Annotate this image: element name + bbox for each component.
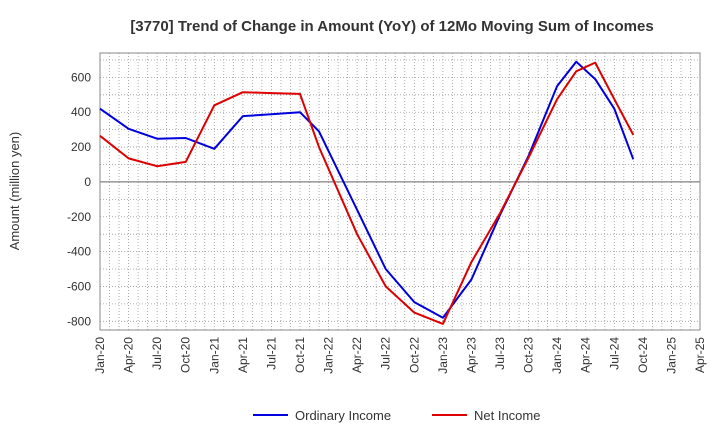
x-tick-label: Jan-20 bbox=[93, 337, 107, 374]
x-tick-label: Jul-22 bbox=[379, 337, 393, 370]
x-tick-label: Jan-25 bbox=[664, 337, 678, 374]
x-tick-label: Apr-21 bbox=[236, 337, 250, 373]
x-tick-label: Oct-20 bbox=[179, 337, 193, 373]
x-tick-label: Oct-23 bbox=[522, 337, 536, 373]
y-tick-label: 200 bbox=[71, 140, 91, 154]
x-tick-label: Jan-21 bbox=[207, 337, 221, 374]
series-lines bbox=[99, 60, 635, 325]
chart-title: [3770] Trend of Change in Amount (YoY) o… bbox=[130, 18, 653, 35]
x-tick-label: Oct-22 bbox=[407, 337, 421, 373]
x-tick-label: Jul-21 bbox=[264, 337, 278, 370]
y-axis-ticks: -800 -600 -400 -200 0 200 400 600 bbox=[67, 70, 91, 328]
series-line-net-income bbox=[99, 61, 635, 325]
series-line-ordinary-income bbox=[99, 60, 635, 319]
x-tick-label: Apr-20 bbox=[122, 337, 136, 373]
legend-label-ordinary-income: Ordinary Income bbox=[295, 408, 391, 423]
x-tick-label: Oct-24 bbox=[636, 337, 650, 373]
x-tick-label: Jul-20 bbox=[150, 337, 164, 370]
x-tick-label: Jan-23 bbox=[436, 337, 450, 374]
x-tick-label: Apr-24 bbox=[579, 337, 593, 373]
x-tick-label: Oct-21 bbox=[293, 337, 307, 373]
x-tick-label: Jan-24 bbox=[550, 337, 564, 374]
legend-label-net-income: Net Income bbox=[474, 408, 540, 423]
grid-lines bbox=[99, 53, 701, 330]
y-tick-label: 400 bbox=[71, 105, 91, 119]
plot-frame bbox=[99, 52, 701, 331]
y-axis-label: Amount (million yen) bbox=[7, 132, 22, 251]
y-tick-label: 600 bbox=[71, 70, 91, 84]
x-tick-label: Jul-23 bbox=[493, 337, 507, 370]
y-tick-label: -200 bbox=[67, 210, 91, 224]
x-axis-ticks: Jan-20 Apr-20 Jul-20 Oct-20 Jan-21 Apr-21 Jul-… bbox=[93, 337, 707, 374]
y-tick-label: -800 bbox=[67, 314, 91, 328]
legend: Ordinary Income Net Income bbox=[253, 408, 540, 423]
x-tick-label: Jul-24 bbox=[607, 337, 621, 370]
y-tick-label: -400 bbox=[67, 245, 91, 259]
x-tick-label: Apr-25 bbox=[693, 337, 707, 373]
y-tick-label: -600 bbox=[67, 279, 91, 293]
y-tick-label: 0 bbox=[84, 175, 91, 189]
x-tick-label: Jan-22 bbox=[322, 337, 336, 374]
x-tick-label: Apr-23 bbox=[464, 337, 478, 373]
x-tick-label: Apr-22 bbox=[350, 337, 364, 373]
